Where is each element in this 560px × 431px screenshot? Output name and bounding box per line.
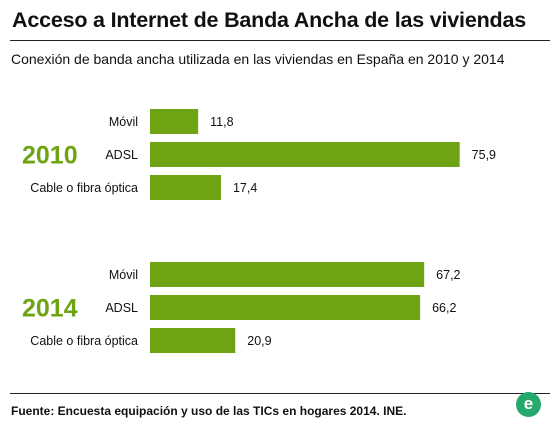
category-label: Móvil xyxy=(109,115,138,129)
value-label: 11,8 xyxy=(210,115,233,129)
source-note: Fuente: Encuesta equipación y uso de las… xyxy=(11,404,407,418)
value-label: 20,9 xyxy=(247,334,271,348)
bar-2014-0 xyxy=(150,262,425,287)
group-label-2014: 2014 xyxy=(22,295,78,323)
bar-2010-1 xyxy=(150,142,460,167)
value-label: 67,2 xyxy=(436,268,460,282)
category-label: Móvil xyxy=(109,268,138,282)
bar-2010-0 xyxy=(150,109,199,134)
category-label: Cable o fibra óptica xyxy=(30,181,138,195)
category-label: Cable o fibra óptica xyxy=(30,334,138,348)
chart-subtitle: Conexión de banda ancha utilizada en las… xyxy=(11,51,505,67)
chart-title: Acceso a Internet de Banda Ancha de las … xyxy=(12,8,526,32)
bar-2010-2 xyxy=(150,175,221,200)
group-label-2010: 2010 xyxy=(22,142,78,170)
bar-2014-2 xyxy=(150,328,236,353)
bar-2014-1 xyxy=(150,295,421,320)
value-label: 17,4 xyxy=(233,181,257,195)
brand-logo-icon: e xyxy=(516,392,541,417)
value-label: 75,9 xyxy=(472,148,496,162)
category-label: ADSL xyxy=(105,148,138,162)
footer-divider xyxy=(10,393,550,394)
category-label: ADSL xyxy=(105,301,138,315)
value-label: 66,2 xyxy=(432,301,456,315)
title-divider xyxy=(10,40,550,41)
